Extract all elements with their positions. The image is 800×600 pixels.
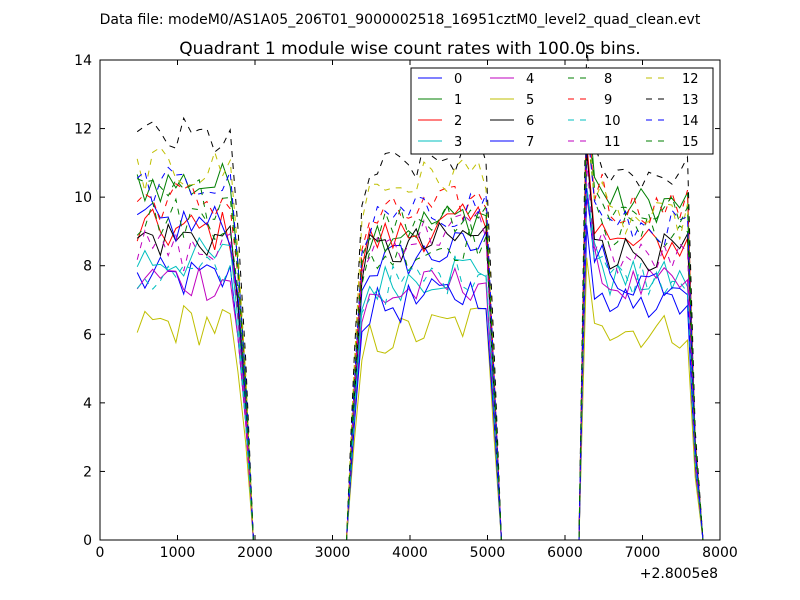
chart-title: Quadrant 1 module wise count rates with … bbox=[179, 39, 640, 59]
series-line-14 bbox=[136, 118, 704, 541]
series-line-5 bbox=[136, 257, 704, 541]
x-tick-label: 0 bbox=[96, 545, 105, 561]
series-line-6 bbox=[136, 151, 704, 541]
legend-label-5: 5 bbox=[526, 93, 534, 108]
legend-label-14: 14 bbox=[682, 114, 699, 129]
y-tick-label: 0 bbox=[83, 533, 92, 549]
legend-box bbox=[410, 67, 714, 155]
legend-label-10: 10 bbox=[604, 114, 621, 129]
x-tick-label: 8000 bbox=[702, 545, 738, 561]
series-line-1 bbox=[136, 86, 704, 541]
y-tick-label: 8 bbox=[83, 259, 92, 275]
legend-label-7: 7 bbox=[526, 135, 534, 150]
y-tick-label: 10 bbox=[74, 190, 92, 206]
y-tick-label: 4 bbox=[83, 396, 92, 412]
x-tick-label: 5000 bbox=[470, 545, 506, 561]
x-tick-label: 3000 bbox=[315, 545, 351, 561]
series-line-4 bbox=[136, 197, 704, 541]
y-tick-label: 2 bbox=[83, 464, 92, 480]
x-tick-label: 2000 bbox=[237, 545, 273, 561]
x-offset-label: +2.8005e8 bbox=[640, 566, 718, 582]
y-tick-label: 14 bbox=[74, 53, 92, 69]
axis-ticks: 0 1000 2000 3000 4000 5000 6000 7000 80000246810… bbox=[74, 53, 738, 561]
series-line-12 bbox=[136, 109, 704, 541]
legend-label-13: 13 bbox=[682, 93, 699, 108]
legend-label-3: 3 bbox=[454, 135, 462, 150]
series-line-15 bbox=[137, 95, 704, 541]
series-line-11 bbox=[136, 160, 704, 541]
legend-label-4: 4 bbox=[526, 72, 534, 87]
legend-label-8: 8 bbox=[604, 72, 612, 87]
series-line-3 bbox=[136, 188, 704, 541]
legend-label-1: 1 bbox=[454, 93, 462, 108]
series-line-8 bbox=[136, 123, 704, 541]
legend-label-11: 11 bbox=[604, 135, 621, 150]
legend-label-0: 0 bbox=[454, 72, 462, 87]
series-line-7 bbox=[136, 188, 704, 541]
legend-label-15: 15 bbox=[682, 135, 699, 150]
x-tick-label: 1000 bbox=[160, 545, 196, 561]
series-line-0 bbox=[136, 225, 704, 541]
legend-label-2: 2 bbox=[454, 114, 462, 129]
series-line-10 bbox=[136, 183, 704, 541]
legend-label-12: 12 bbox=[682, 72, 699, 87]
series-line-2 bbox=[136, 141, 704, 541]
legend-label-6: 6 bbox=[526, 114, 534, 129]
legend-label-9: 9 bbox=[604, 93, 612, 108]
x-tick-label: 7000 bbox=[625, 545, 661, 561]
y-tick-label: 12 bbox=[74, 122, 92, 138]
chart-suptitle: Data file: modeM0/AS1A05_206T01_90000025… bbox=[100, 12, 701, 28]
x-tick-label: 4000 bbox=[392, 545, 428, 561]
series-line-9 bbox=[136, 90, 704, 541]
x-tick-label: 6000 bbox=[547, 545, 583, 561]
y-tick-label: 6 bbox=[83, 327, 92, 343]
